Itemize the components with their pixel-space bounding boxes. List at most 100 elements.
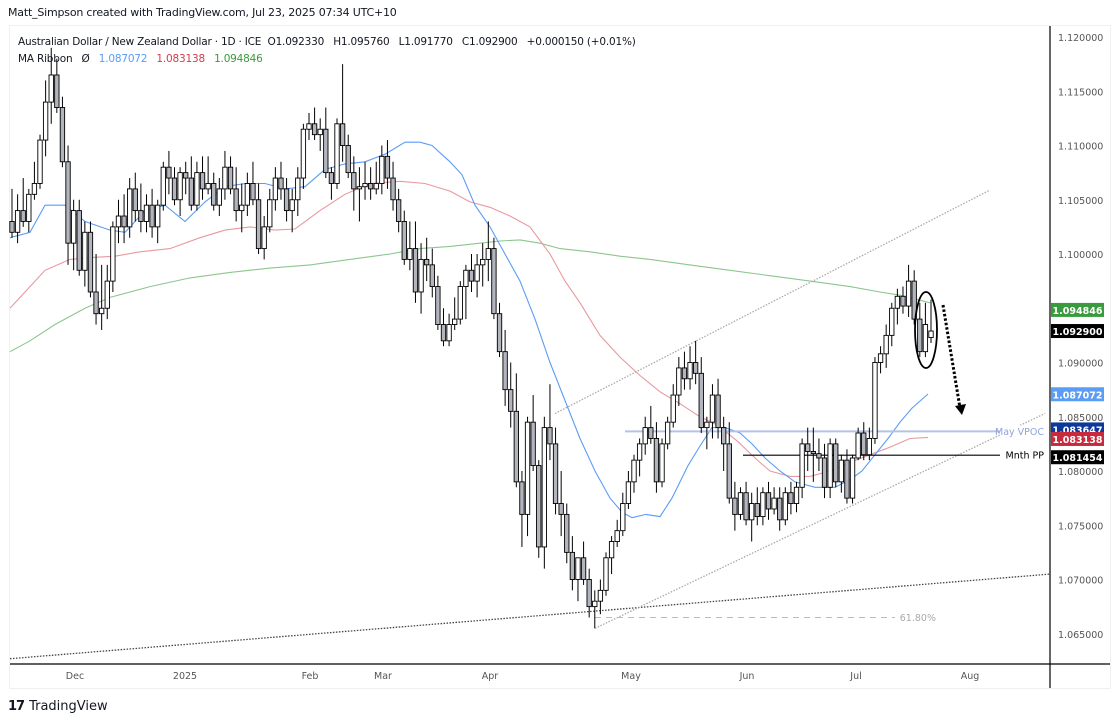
- candle[interactable]: [547, 384, 553, 461]
- candle[interactable]: [894, 288, 901, 325]
- candle[interactable]: [267, 188, 273, 233]
- candle[interactable]: [917, 302, 923, 358]
- candle[interactable]: [14, 194, 21, 244]
- candle[interactable]: [805, 427, 811, 471]
- candle[interactable]: [283, 178, 290, 222]
- candle[interactable]: [93, 254, 99, 325]
- candle[interactable]: [709, 384, 716, 439]
- candle[interactable]: [704, 416, 710, 450]
- candle[interactable]: [670, 384, 676, 428]
- candle[interactable]: [743, 481, 749, 526]
- candle[interactable]: [356, 167, 363, 222]
- candle[interactable]: [838, 454, 844, 493]
- candle[interactable]: [827, 438, 833, 499]
- candle[interactable]: [9, 188, 15, 238]
- candle[interactable]: [424, 237, 430, 282]
- candle[interactable]: [872, 357, 878, 444]
- candle[interactable]: [65, 145, 71, 265]
- candle[interactable]: [339, 64, 346, 162]
- candle[interactable]: [300, 123, 307, 189]
- candle[interactable]: [115, 199, 122, 244]
- candle[interactable]: [216, 178, 222, 217]
- candle[interactable]: [396, 188, 402, 233]
- candle[interactable]: [861, 422, 867, 461]
- candle[interactable]: [558, 471, 564, 537]
- indicator-row[interactable]: MA Ribbon Ø 1.087072 1.083138 1.094846: [18, 51, 636, 68]
- price-tag-ma-mid[interactable]: 1.083138: [1051, 431, 1104, 446]
- price-tag-mnth-pp[interactable]: 1.081454: [1051, 450, 1104, 465]
- candle[interactable]: [446, 313, 452, 347]
- candle[interactable]: [222, 150, 228, 200]
- candle[interactable]: [866, 427, 873, 461]
- price-axis[interactable]: [1050, 26, 1110, 688]
- candle[interactable]: [496, 302, 503, 358]
- candle[interactable]: [922, 302, 929, 358]
- candle[interactable]: [653, 422, 660, 493]
- candle[interactable]: [188, 156, 194, 211]
- candle[interactable]: [530, 395, 536, 471]
- symbol-row[interactable]: Australian Dollar / New Zealand Dollar ·…: [18, 34, 636, 51]
- candle[interactable]: [250, 161, 256, 206]
- candle[interactable]: [379, 145, 385, 195]
- candle[interactable]: [648, 405, 654, 444]
- candle[interactable]: [429, 248, 435, 298]
- candle[interactable]: [536, 460, 542, 558]
- candle[interactable]: [323, 107, 329, 179]
- candle[interactable]: [110, 221, 116, 292]
- upper-channel-dotted[interactable]: [554, 189, 991, 415]
- highlight-ellipse[interactable]: [914, 291, 938, 369]
- candle[interactable]: [833, 438, 839, 488]
- candle[interactable]: [367, 167, 374, 200]
- candle[interactable]: [418, 243, 424, 314]
- candle[interactable]: [889, 302, 895, 347]
- candle[interactable]: [272, 167, 279, 211]
- candle[interactable]: [564, 503, 570, 564]
- price-tag-ma-slow[interactable]: 1.094846: [1051, 302, 1104, 317]
- candle[interactable]: [311, 107, 318, 141]
- candle[interactable]: [552, 427, 559, 515]
- candle[interactable]: [642, 416, 648, 455]
- candle[interactable]: [121, 194, 127, 244]
- candle[interactable]: [782, 487, 788, 526]
- candle[interactable]: [721, 416, 727, 471]
- candle[interactable]: [255, 183, 262, 254]
- candle[interactable]: [233, 167, 239, 222]
- candle[interactable]: [732, 481, 738, 531]
- candle[interactable]: [821, 443, 828, 499]
- candle[interactable]: [855, 427, 861, 461]
- candle[interactable]: [771, 487, 777, 515]
- candle[interactable]: [373, 161, 379, 195]
- candle[interactable]: [362, 161, 368, 200]
- candle[interactable]: [580, 541, 587, 585]
- candle[interactable]: [737, 487, 744, 520]
- candle[interactable]: [345, 134, 351, 179]
- candle[interactable]: [491, 237, 497, 320]
- candle[interactable]: [306, 112, 312, 141]
- candle[interactable]: [412, 221, 419, 303]
- candle[interactable]: [603, 552, 609, 596]
- candle[interactable]: [883, 324, 889, 368]
- candle[interactable]: [687, 346, 693, 390]
- candle[interactable]: [59, 96, 66, 168]
- candle[interactable]: [70, 199, 77, 271]
- candle[interactable]: [452, 297, 458, 330]
- candle[interactable]: [508, 362, 514, 428]
- candle[interactable]: [569, 536, 576, 591]
- candle[interactable]: [76, 199, 82, 276]
- candle[interactable]: [328, 167, 335, 200]
- candle[interactable]: [99, 264, 105, 330]
- candle[interactable]: [513, 373, 519, 488]
- candle[interactable]: [468, 254, 475, 292]
- candle[interactable]: [132, 172, 138, 222]
- candle[interactable]: [334, 118, 340, 189]
- candle[interactable]: [715, 378, 721, 439]
- candle[interactable]: [844, 449, 850, 504]
- candle[interactable]: [160, 161, 166, 211]
- candle[interactable]: [502, 329, 508, 406]
- candle[interactable]: [390, 161, 396, 211]
- candle[interactable]: [289, 188, 295, 233]
- candle[interactable]: [171, 167, 178, 206]
- candle[interactable]: [905, 264, 912, 317]
- projection-arrow-line[interactable]: [941, 304, 962, 409]
- candle[interactable]: [586, 568, 592, 618]
